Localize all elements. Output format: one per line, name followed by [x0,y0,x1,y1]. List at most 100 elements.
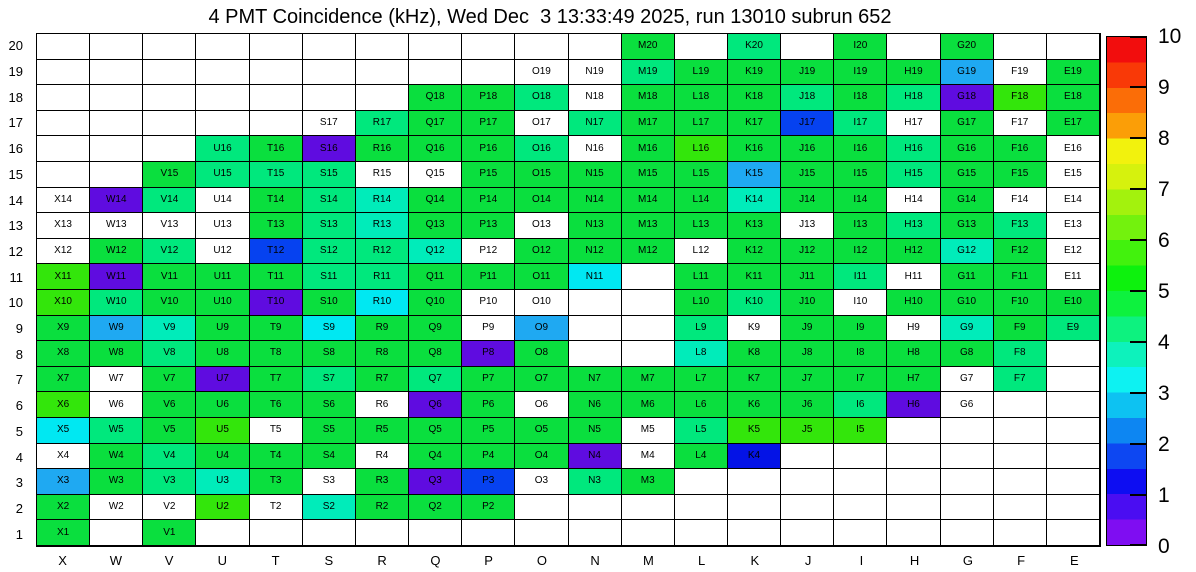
grid-cell [940,469,994,495]
cell-label: W6 [108,398,124,410]
cell-label: F14 [1011,193,1029,205]
grid-cell: J19 [781,59,835,86]
grid-cell: R9 [355,315,410,342]
grid-cell: U14 [196,187,250,214]
cell-label: E14 [1064,193,1082,205]
grid-cell: X13 [37,213,91,239]
cell-label: J8 [801,347,813,359]
grid-cell: O14 [515,187,569,214]
grid-cell: S12 [302,238,356,265]
grid-cell: J17 [781,110,835,137]
grid-cell [90,34,144,60]
grid-cell: V12 [143,238,197,265]
grid-cell: N11 [568,264,622,290]
grid-cell: I7 [834,366,888,393]
row-label: 8 [15,346,23,362]
grid-cell [1046,494,1100,521]
grid-cell: R2 [355,494,410,521]
grid-cell [993,520,1047,546]
cell-label: F16 [1011,142,1029,154]
col-label: P [484,552,493,568]
grid-cell [887,469,941,495]
colorbar-tick [1130,544,1146,546]
grid-cell [887,443,941,470]
grid-cell: V9 [143,315,197,342]
grid-cell: X5 [37,418,91,444]
grid-cell: G9 [940,315,994,342]
cell-label: N14 [585,193,604,205]
grid-cell: W7 [90,366,144,393]
cell-label: H17 [904,117,923,129]
grid-cell: R10 [355,290,410,316]
colorbar-tick-label: 5 [1158,280,1170,303]
grid-cell: N18 [568,85,622,111]
cell-label: Q3 [428,475,442,487]
cell-label: R14 [372,193,392,205]
cell-label: R16 [372,142,392,154]
heatmap-grid: M20 K20 I20 G20 O19 N19 M19 L19 K19 J19 I19 H19 G19 F… [36,33,1101,547]
cell-label: R4 [375,449,389,461]
row-label: 9 [15,321,23,337]
cell-label: P11 [479,270,497,282]
cell-label: L8 [695,347,707,359]
grid-cell [834,469,888,495]
cell-label: X2 [56,501,70,513]
grid-cell: I18 [834,85,888,111]
grid-cell: S10 [302,290,356,316]
grid-cell: T12 [249,238,303,265]
grid-cell [568,290,622,316]
cell-label: E18 [1064,91,1082,103]
grid-cell [409,59,463,86]
cell-label: H15 [904,168,923,180]
cell-label: F17 [1011,117,1029,129]
cell-label: L10 [692,296,710,308]
colorbar-tick-label: 3 [1158,382,1170,405]
grid-cell [90,136,144,162]
grid-cell [409,520,463,546]
cell-label: H18 [904,91,923,103]
cell-label: N3 [588,475,601,487]
cell-label: H13 [904,219,923,231]
grid-cell: L4 [674,443,728,470]
col-label: X [58,552,67,568]
cell-label: O11 [532,270,551,282]
cell-label: T4 [269,449,282,461]
cell-label: Q14 [425,193,445,205]
cell-label: J17 [799,117,816,129]
cell-label: Q4 [428,449,442,461]
grid-cell [196,110,250,137]
cell-label: X6 [56,398,70,410]
cell-label: G13 [957,219,977,231]
grid-cell [249,520,303,546]
grid-cell: T5 [249,418,303,444]
grid-cell: L5 [674,418,728,444]
grid-cell: P12 [462,238,516,265]
cell-label: F8 [1013,347,1026,359]
colorbar-tick-label: 4 [1158,331,1170,354]
grid-cell: L15 [674,162,728,188]
cell-label: O17 [531,117,551,129]
cell-label: S8 [322,347,335,359]
grid-cell: Q8 [409,341,463,367]
cell-label: N18 [585,91,604,103]
grid-cell: N15 [568,162,622,188]
grid-cell: O16 [515,136,569,162]
cell-label: K12 [745,245,763,257]
grid-cell [143,110,197,137]
colorbar-tick-label: 6 [1158,229,1170,252]
grid-cell [993,34,1047,60]
cell-label: G14 [957,193,977,205]
cell-label: H9 [907,321,920,333]
cell-label: V4 [163,449,176,461]
cell-label: K4 [747,449,761,461]
cell-label: N12 [585,245,604,257]
cell-label: T11 [267,270,284,282]
grid-cell [355,59,410,86]
row-label: 17 [8,115,23,131]
cell-label: K17 [745,117,763,129]
grid-cell [674,494,728,521]
grid-cell: I15 [834,162,888,188]
grid-cell: O8 [515,341,569,367]
cell-label: R10 [372,296,392,308]
cell-label: K10 [745,296,763,308]
